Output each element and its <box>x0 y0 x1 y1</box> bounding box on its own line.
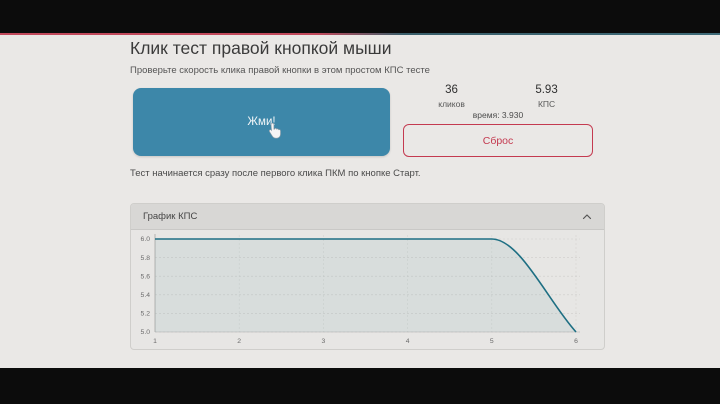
reset-button-label: Сброс <box>482 134 514 147</box>
click-test-button-label: Жми! <box>247 116 276 128</box>
kps-chart-panel: График КПС 5.0 5.2 5.4 5.6 5.8 6.0 1 2 3 4 5 6 <box>130 203 605 350</box>
page-title: Клик тест правой кнопкой мыши <box>130 38 392 58</box>
accent-line <box>0 33 720 35</box>
page-subtitle: Проверьте скорость клика правой кнопки в… <box>130 65 430 76</box>
stat-kps-label: КПС <box>537 99 556 109</box>
test-note: Тест начинается сразу после первого клик… <box>130 168 421 179</box>
stat-kps: 5.93 КПС <box>535 84 557 109</box>
svg-text:6.0: 6.0 <box>141 236 151 243</box>
svg-text:2: 2 <box>237 338 241 345</box>
svg-text:6: 6 <box>574 338 578 345</box>
click-test-button[interactable]: Жми! <box>133 88 390 156</box>
stats-row: 36 кликов 5.93 КПС <box>403 84 593 109</box>
svg-text:5.4: 5.4 <box>141 292 151 299</box>
kps-chart: 5.0 5.2 5.4 5.6 5.8 6.0 1 2 3 4 5 6 <box>141 234 580 345</box>
svg-text:3: 3 <box>322 338 326 345</box>
svg-text:5.0: 5.0 <box>141 329 151 336</box>
chart-panel-header[interactable]: График КПС <box>131 204 604 230</box>
svg-text:5.6: 5.6 <box>141 273 151 280</box>
stat-clicks-value: 36 <box>445 84 458 96</box>
time-label: время: 3.930 <box>472 110 524 120</box>
svg-text:1: 1 <box>153 338 157 345</box>
letterbox-bottom <box>0 368 720 404</box>
stat-clicks-label: кликов <box>438 99 465 109</box>
stat-kps-value: 5.93 <box>535 84 558 96</box>
letterbox-top <box>0 0 720 33</box>
svg-text:4: 4 <box>406 338 410 345</box>
chevron-up-icon[interactable] <box>582 212 592 222</box>
svg-text:5.2: 5.2 <box>141 311 151 318</box>
chart-panel-body: 5.0 5.2 5.4 5.6 5.8 6.0 1 2 3 4 5 6 <box>131 230 604 349</box>
svg-text:5.8: 5.8 <box>141 255 151 262</box>
chart-panel-title: График КПС <box>143 211 198 222</box>
stat-clicks: 36 кликов <box>438 84 465 109</box>
svg-text:5: 5 <box>490 338 494 345</box>
click-test-page: Клик тест правой кнопкой мыши Проверьте … <box>0 35 720 368</box>
hand-cursor-icon <box>268 122 281 139</box>
reset-button[interactable]: Сброс <box>403 124 593 157</box>
